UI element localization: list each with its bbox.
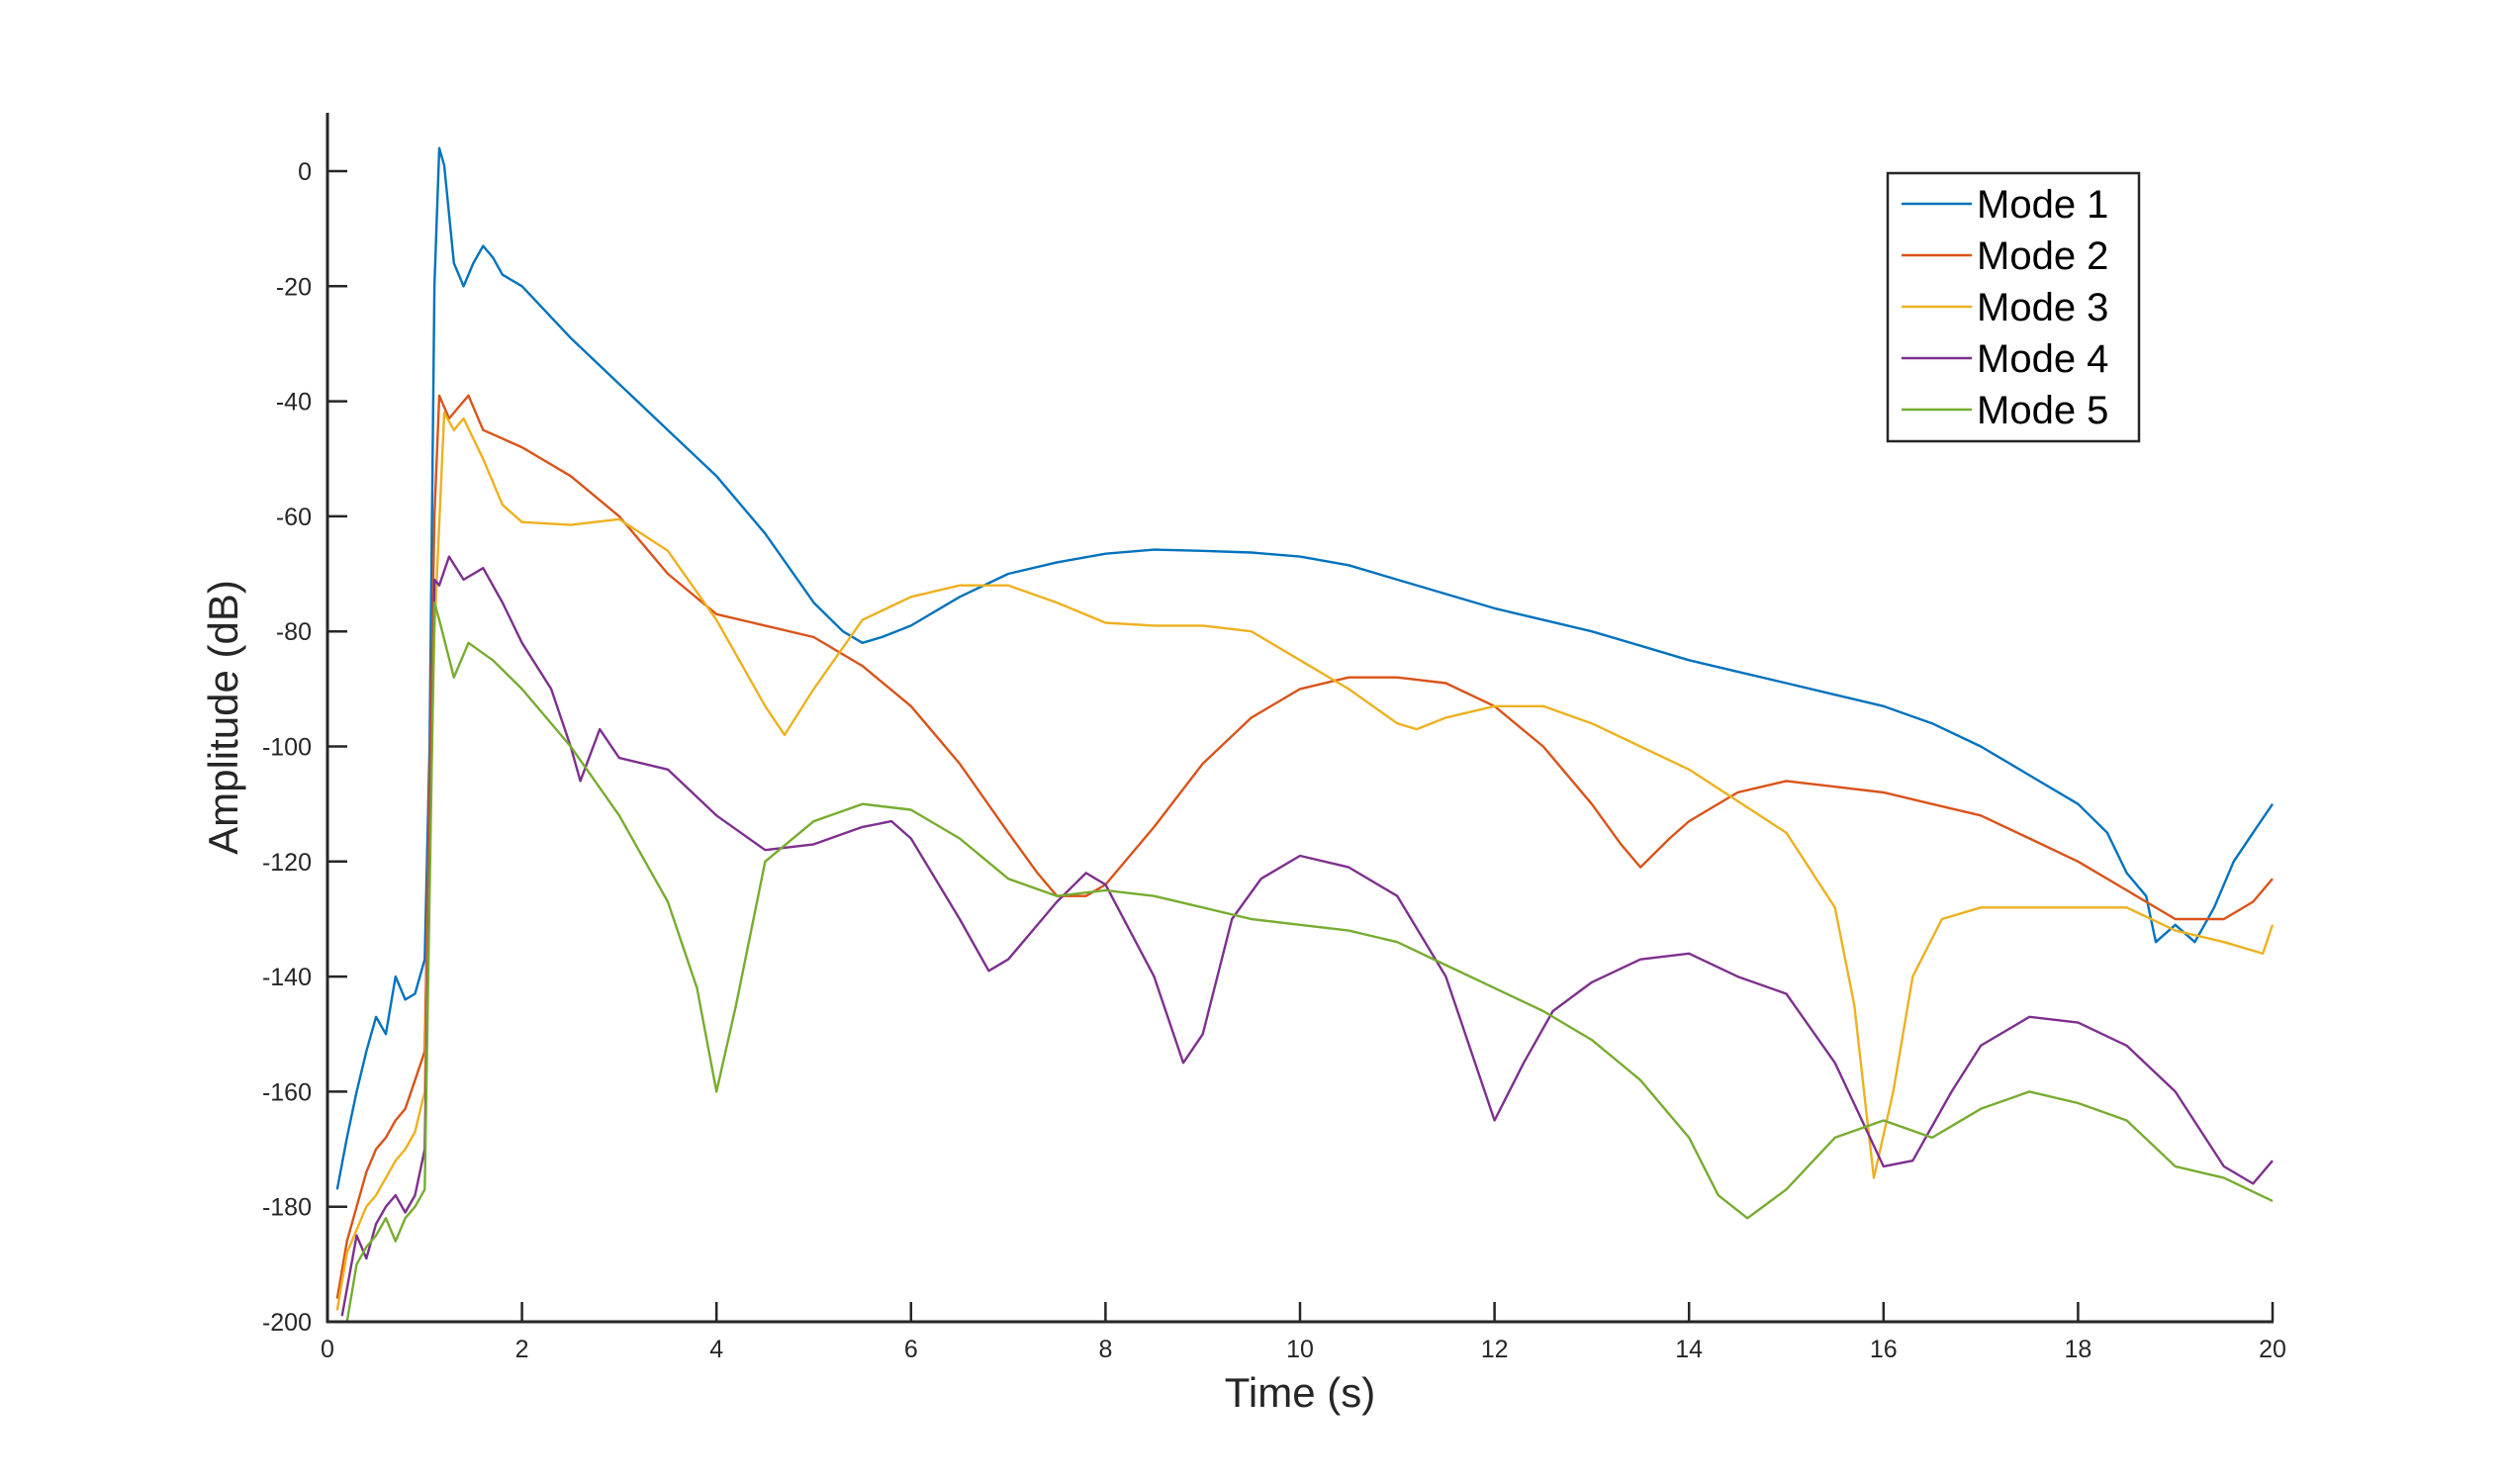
x-tick-label: 2 [515, 1336, 529, 1363]
x-tick-label: 0 [321, 1336, 334, 1363]
series-layer [335, 146, 2275, 1323]
y-tick-label: -20 [276, 273, 312, 301]
series-mode-2 [335, 394, 2274, 1299]
x-tick-label: 8 [1098, 1336, 1112, 1363]
x-tick-label: 12 [1481, 1336, 1509, 1363]
x-tick-label: 18 [2064, 1336, 2092, 1363]
y-ticks: 0 -20 -40 -60 -80 -100 -120 -140 -160 -180 -200 [262, 158, 347, 1337]
x-tick-label: 4 [709, 1336, 723, 1363]
x-tick-label: 20 [2259, 1336, 2286, 1363]
x-tick-label: 14 [1675, 1336, 1703, 1363]
y-tick-label: -140 [262, 964, 312, 991]
x-tick-label: 6 [904, 1336, 918, 1363]
x-tick-label: 10 [1286, 1336, 1314, 1363]
y-tick-label: 0 [298, 158, 312, 186]
legend-label: Mode 5 [1977, 389, 2108, 432]
y-tick-label: -120 [262, 849, 312, 877]
legend-label: Mode 3 [1977, 286, 2108, 329]
legend-label: Mode 2 [1977, 234, 2108, 278]
legend: Mode 1 Mode 2 Mode 3 Mode 4 Mode 5 [1886, 171, 2141, 443]
y-axis-label: Amplitude (dB) [200, 580, 246, 855]
legend-label: Mode 4 [1977, 337, 2108, 381]
legend-items: Mode 1 Mode 2 Mode 3 Mode 4 Mode 5 [1902, 183, 2108, 432]
series-mode-5 [345, 601, 2274, 1323]
series-mode-1 [335, 146, 2274, 1190]
series-mode-3 [335, 412, 2275, 1311]
axes: 0 -20 -40 -60 -80 -100 -120 -140 -160 -180 -200 0 2… [200, 113, 2286, 1416]
x-ticks: 0 2 4 6 8 10 12 14 16 18 20 [321, 1302, 2286, 1363]
y-tick-label: -40 [276, 389, 312, 417]
y-tick-label: -80 [276, 618, 312, 646]
y-tick-label: -160 [262, 1078, 312, 1106]
y-tick-label: -100 [262, 734, 312, 762]
series-mode-4 [340, 555, 2274, 1317]
y-tick-label: -60 [276, 504, 312, 531]
x-axis-label: Time (s) [1225, 1369, 1375, 1416]
x-tick-label: 16 [1870, 1336, 1898, 1363]
y-tick-label: -200 [262, 1309, 312, 1337]
legend-label: Mode 1 [1977, 183, 2108, 227]
y-tick-label: -180 [262, 1194, 312, 1222]
